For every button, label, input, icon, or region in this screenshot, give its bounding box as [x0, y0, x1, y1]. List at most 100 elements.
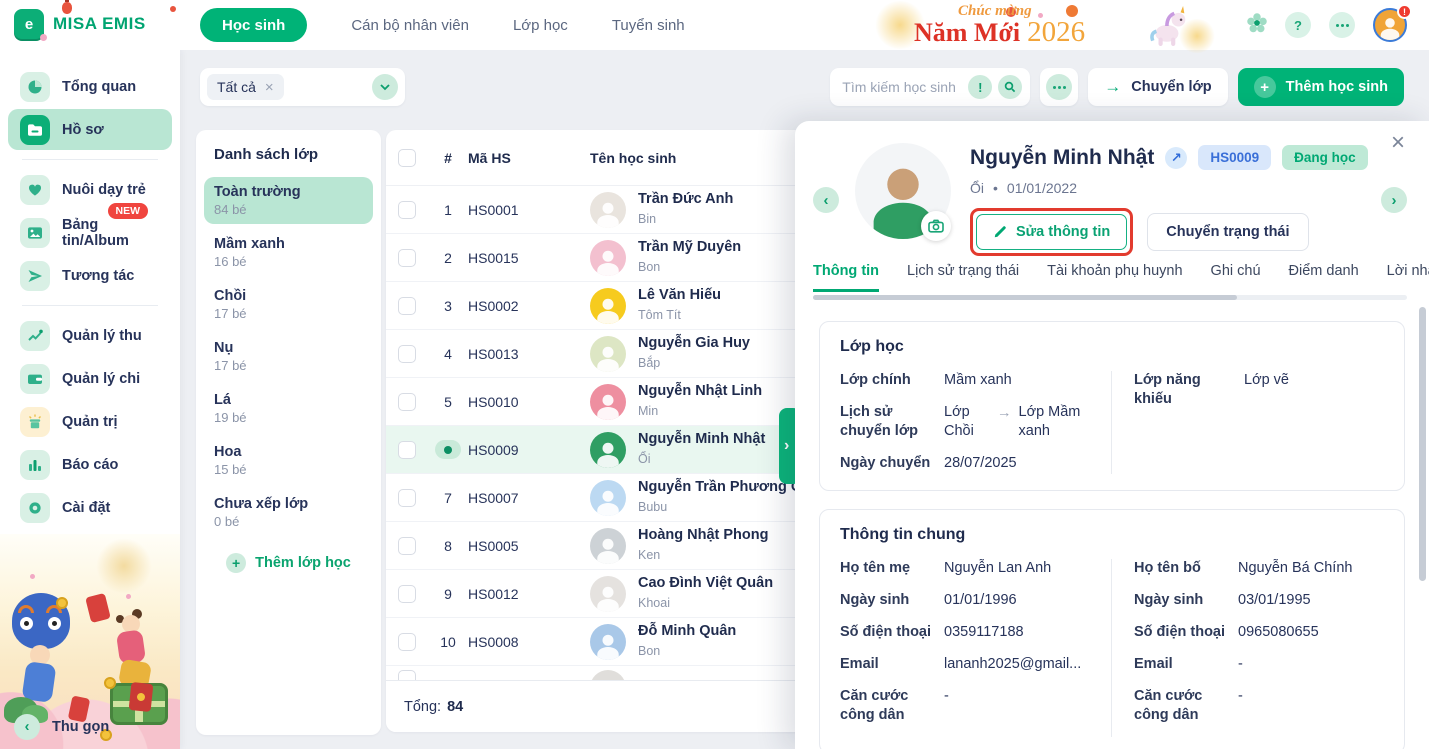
vertical-scrollbar-thumb[interactable]	[1419, 307, 1426, 581]
sidebar-item-childcare[interactable]: Nuôi dạy trẻ	[8, 169, 172, 210]
row-checkbox[interactable]	[398, 670, 416, 680]
row-checkbox[interactable]	[398, 392, 416, 411]
chevron-left-icon: ‹	[14, 714, 40, 740]
row-checkbox[interactable]	[398, 296, 416, 315]
filter-chip[interactable]: Tất cả ×	[207, 74, 284, 100]
general-info-card: Thông tin chung Họ tên mẹ Nguyễn Lan Anh …	[819, 509, 1405, 749]
class-list-card: Danh sách lớp Toàn trường 84 bé Mầm xanh…	[196, 130, 381, 735]
tab-info[interactable]: Thông tin	[813, 263, 880, 292]
student-meta: Ổi • 01/01/2022	[970, 180, 1383, 196]
row-checkbox[interactable]	[398, 248, 416, 267]
next-student-button[interactable]: ›	[1381, 187, 1407, 213]
add-student-button[interactable]: + Thêm học sinh	[1237, 68, 1404, 106]
sidebar-item-revenue[interactable]: Quản lý thu	[8, 315, 172, 356]
tab-attendance[interactable]: Điểm danh	[1288, 263, 1359, 279]
tab-students[interactable]: Học sinh	[200, 8, 308, 42]
tab-status-history[interactable]: Lịch sử trạng thái	[907, 263, 1020, 279]
flower-icon[interactable]	[1247, 12, 1267, 38]
header-index: #	[444, 149, 452, 166]
class-item[interactable]: Nụ 17 bé	[214, 340, 247, 373]
sidebar-item-settings[interactable]: Cài đặt	[8, 487, 172, 528]
plus-icon: +	[226, 553, 247, 573]
sidebar-item-label: Quản lý thu	[62, 327, 142, 344]
heart-care-icon	[20, 174, 50, 205]
close-icon[interactable]: ×	[1390, 129, 1405, 156]
edit-info-button[interactable]: Sửa thông tin	[976, 214, 1128, 250]
search-box[interactable]: !	[830, 68, 1031, 106]
sidebar-item-label: Quản trị	[62, 413, 118, 430]
class-item[interactable]: Chưa xếp lớp 0 bé	[214, 496, 309, 529]
class-item[interactable]: Mầm xanh 16 bé	[214, 236, 285, 269]
student-detail-panel: × ‹ › Nguyễn Minh Nhật ↗ HS0009 Đang học…	[795, 121, 1429, 749]
field-value: Mầm xanh	[944, 372, 1012, 388]
help-icon[interactable]: ?	[1285, 12, 1311, 38]
remove-filter-icon[interactable]: ×	[264, 78, 274, 96]
firework-decoration	[874, 1, 926, 49]
horse-mascot	[1148, 4, 1190, 53]
row-checkbox[interactable]	[398, 488, 416, 507]
sidebar-item-administration[interactable]: Quản trị	[8, 401, 172, 442]
class-item-all-school[interactable]: Toàn trường 84 bé	[204, 177, 373, 224]
tet-illustration	[0, 534, 180, 749]
field-value: Lớp vẽ	[1244, 372, 1289, 388]
student-photo	[855, 143, 951, 239]
row-checkbox[interactable]	[398, 536, 416, 555]
row-checkbox[interactable]	[398, 344, 416, 363]
sidebar-item-interaction[interactable]: Tương tác	[8, 255, 172, 296]
row-checkbox[interactable]	[398, 632, 416, 651]
search-input[interactable]	[842, 79, 963, 95]
exclamation-icon[interactable]: !	[968, 75, 993, 99]
class-item[interactable]: Hoa 15 bé	[214, 444, 247, 477]
sidebar-item-records[interactable]: Hồ sơ	[8, 109, 172, 150]
change-status-button[interactable]: Chuyển trạng thái	[1147, 213, 1309, 251]
tab-messages[interactable]: Lời nhắn	[1386, 263, 1429, 279]
row-checkbox[interactable]	[398, 200, 416, 219]
row-student-code: HS0001	[468, 201, 519, 218]
gear-icon	[20, 492, 50, 523]
tab-admission[interactable]: Tuyển sinh	[611, 16, 685, 34]
horizontal-scrollbar-thumb[interactable]	[813, 295, 1237, 300]
search-icon[interactable]	[998, 75, 1023, 99]
sidebar-item-newsfeed-album[interactable]: NEW Bảng tin/Album	[8, 203, 172, 253]
main-content: Tất cả × ! → Chuyển lớp	[180, 50, 1429, 749]
male-gender-icon: ↗	[1165, 146, 1188, 169]
table-row-partial[interactable]	[386, 666, 1416, 680]
field-label: Lớp chính	[840, 372, 911, 388]
sidebar-collapse-button[interactable]: ‹ Thu gọn	[14, 714, 109, 740]
tab-classes[interactable]: Lớp học	[512, 16, 568, 34]
annotation-highlight-box: Sửa thông tin	[970, 208, 1134, 256]
card-title: Lớp học	[840, 338, 904, 355]
user-avatar[interactable]: !	[1373, 4, 1412, 42]
tab-parent-account[interactable]: Tài khoản phụ huynh	[1047, 263, 1183, 279]
sidebar-item-expenses[interactable]: Quản lý chi	[8, 358, 172, 399]
table-row[interactable]: 4 HS0013 Nguyễn Gia Huy Bắp	[386, 330, 1416, 378]
sidebar-item-reports[interactable]: Báo cáo	[8, 444, 172, 485]
add-class-button[interactable]: + Thêm lớp học	[204, 541, 373, 585]
chevron-down-icon[interactable]	[372, 74, 398, 100]
greeting-year: 2026	[1027, 16, 1086, 48]
tab-staff[interactable]: Cán bộ nhân viên	[351, 16, 469, 34]
tab-notes[interactable]: Ghi chú	[1210, 263, 1261, 279]
total-value: 84	[447, 698, 464, 715]
student-avatar	[590, 527, 626, 564]
more-options-icon[interactable]	[1329, 12, 1355, 38]
select-all-checkbox[interactable]	[398, 148, 416, 167]
sidebar: Tổng quan Hồ sơ Nuôi dạy trẻ NEW	[0, 50, 180, 749]
student-avatar	[590, 239, 626, 276]
class-item[interactable]: Chồi 17 bé	[214, 288, 247, 321]
class-filter-select[interactable]: Tất cả ×	[200, 68, 405, 106]
sidebar-item-overview[interactable]: Tổng quan	[8, 66, 172, 107]
row-index: 1	[444, 201, 452, 218]
row-checkbox[interactable]	[398, 440, 416, 459]
more-actions-button[interactable]	[1040, 68, 1079, 106]
class-item[interactable]: Lá 19 bé	[214, 392, 247, 425]
camera-icon[interactable]	[921, 211, 951, 241]
previous-student-button[interactable]: ‹	[813, 187, 839, 213]
row-checkbox[interactable]	[398, 584, 416, 603]
photo-album-icon	[20, 217, 50, 248]
class-list-title: Danh sách lớp	[214, 146, 319, 163]
table-row[interactable]: 3 HS0002 Lê Văn Hiếu Tôm Tít	[386, 282, 1416, 330]
blossom-decoration	[170, 6, 176, 12]
collapse-label: Thu gọn	[52, 719, 110, 735]
transfer-class-button[interactable]: → Chuyển lớp	[1088, 68, 1228, 106]
